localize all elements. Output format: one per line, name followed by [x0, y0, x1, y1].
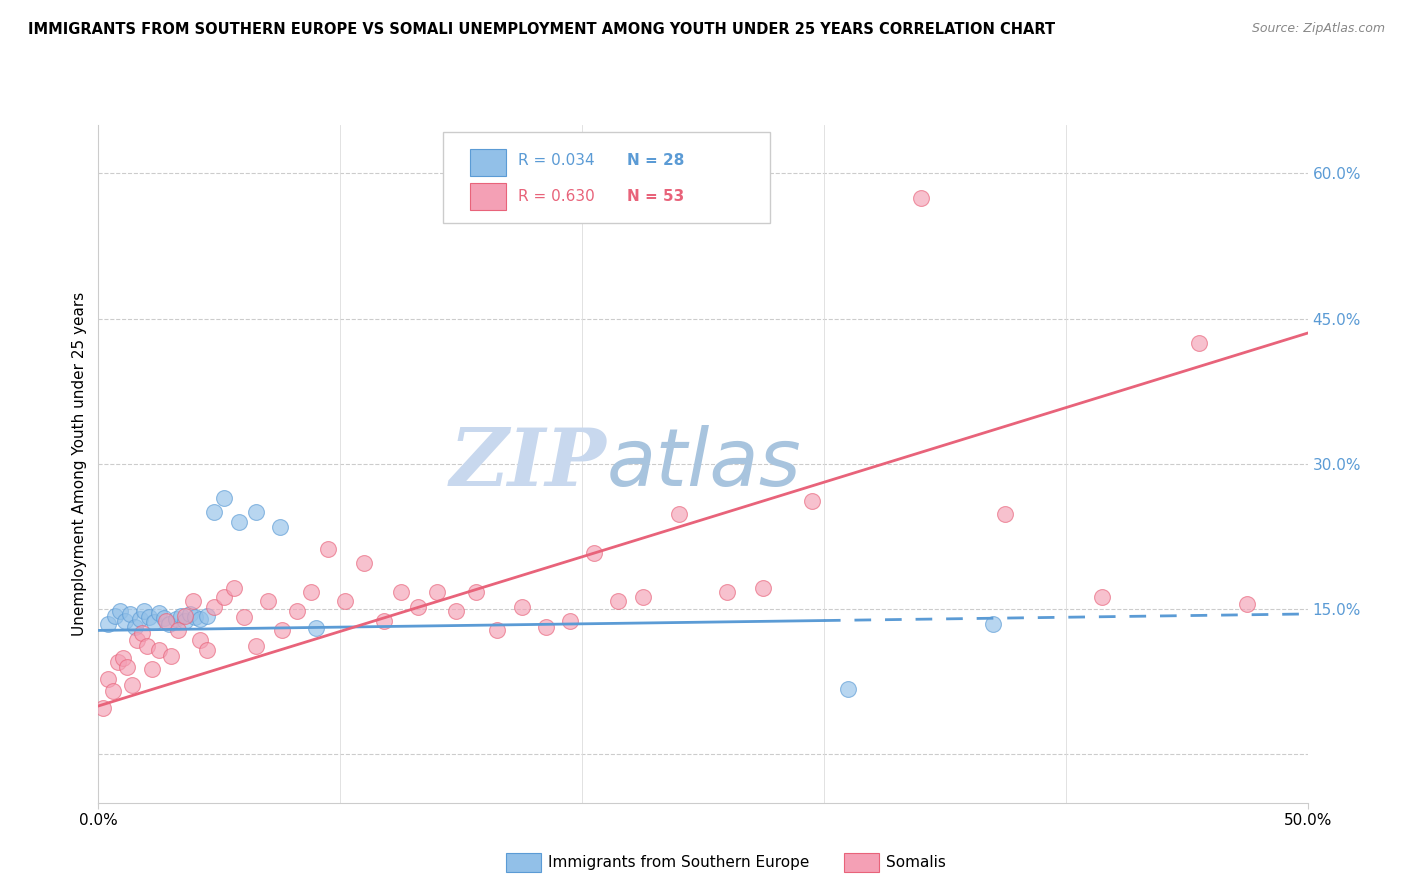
Point: [534, 619, 557, 633]
Point: [174, 608, 197, 623]
Point: [131, 626, 153, 640]
Point: [245, 505, 267, 519]
Point: [155, 614, 177, 628]
Text: atlas: atlas: [606, 425, 801, 503]
Point: [631, 591, 654, 605]
Point: [148, 642, 170, 657]
Point: [148, 606, 170, 620]
Point: [157, 616, 180, 631]
Point: [583, 546, 606, 560]
Point: [124, 619, 146, 633]
Point: [510, 600, 533, 615]
Text: R = 0.034: R = 0.034: [517, 153, 595, 169]
Point: [188, 612, 211, 626]
FancyBboxPatch shape: [470, 183, 506, 210]
Point: [179, 607, 201, 621]
Text: Immigrants from Southern Europe: Immigrants from Southern Europe: [548, 855, 810, 870]
Point: [97, 616, 120, 631]
Point: [353, 556, 375, 570]
Point: [406, 600, 429, 615]
Point: [107, 656, 129, 670]
Y-axis label: Unemployment Among Youth under 25 years: Unemployment Among Youth under 25 years: [72, 292, 87, 636]
Point: [134, 604, 156, 618]
Point: [111, 650, 134, 665]
Point: [1091, 591, 1114, 605]
Text: IMMIGRANTS FROM SOUTHERN EUROPE VS SOMALI UNEMPLOYMENT AMONG YOUTH UNDER 25 YEAR: IMMIGRANTS FROM SOUTHERN EUROPE VS SOMAL…: [28, 22, 1056, 37]
Point: [152, 611, 174, 625]
Point: [389, 584, 412, 599]
Point: [212, 491, 235, 505]
Point: [114, 614, 136, 628]
Point: [373, 614, 395, 628]
Point: [165, 612, 187, 626]
Point: [127, 633, 149, 648]
Point: [486, 624, 509, 638]
Point: [108, 604, 131, 618]
Point: [716, 584, 738, 599]
Point: [195, 608, 218, 623]
Point: [160, 648, 183, 663]
Point: [118, 607, 141, 621]
Point: [138, 610, 160, 624]
Point: [174, 614, 197, 628]
Point: [97, 672, 120, 686]
Point: [752, 581, 775, 595]
Point: [91, 701, 114, 715]
Text: N = 53: N = 53: [627, 188, 685, 203]
Text: Source: ZipAtlas.com: Source: ZipAtlas.com: [1251, 22, 1385, 36]
Point: [1188, 335, 1211, 350]
Point: [184, 610, 207, 624]
Point: [837, 681, 859, 696]
FancyBboxPatch shape: [443, 132, 769, 223]
Point: [101, 684, 124, 698]
Point: [117, 660, 139, 674]
Point: [800, 493, 823, 508]
Point: [167, 624, 190, 638]
Text: R = 0.630: R = 0.630: [517, 188, 595, 203]
Point: [1236, 597, 1258, 611]
Point: [195, 642, 218, 657]
Point: [271, 624, 294, 638]
Point: [135, 639, 157, 653]
Point: [204, 600, 226, 615]
Point: [256, 594, 278, 608]
Point: [558, 614, 581, 628]
Point: [188, 633, 211, 648]
Point: [446, 604, 468, 618]
Point: [181, 594, 204, 608]
FancyBboxPatch shape: [470, 149, 506, 176]
Point: [607, 594, 630, 608]
Point: [143, 615, 166, 629]
Point: [128, 612, 150, 626]
Point: [299, 584, 322, 599]
Point: [668, 507, 690, 521]
Point: [212, 591, 235, 605]
Point: [333, 594, 356, 608]
Point: [245, 639, 267, 653]
Point: [222, 581, 245, 595]
Point: [104, 608, 127, 623]
Point: [981, 616, 1004, 631]
Point: [121, 678, 143, 692]
Point: [994, 507, 1017, 521]
Point: [228, 515, 250, 529]
Text: Somalis: Somalis: [886, 855, 946, 870]
Point: [316, 542, 339, 557]
Text: ZIP: ZIP: [450, 425, 606, 502]
Point: [426, 584, 449, 599]
Point: [204, 505, 226, 519]
Point: [169, 608, 191, 623]
Point: [269, 520, 291, 534]
Point: [285, 604, 308, 618]
Text: N = 28: N = 28: [627, 153, 685, 169]
Point: [141, 662, 163, 676]
Point: [232, 610, 254, 624]
Point: [464, 584, 486, 599]
Point: [305, 622, 328, 636]
Point: [910, 190, 932, 204]
